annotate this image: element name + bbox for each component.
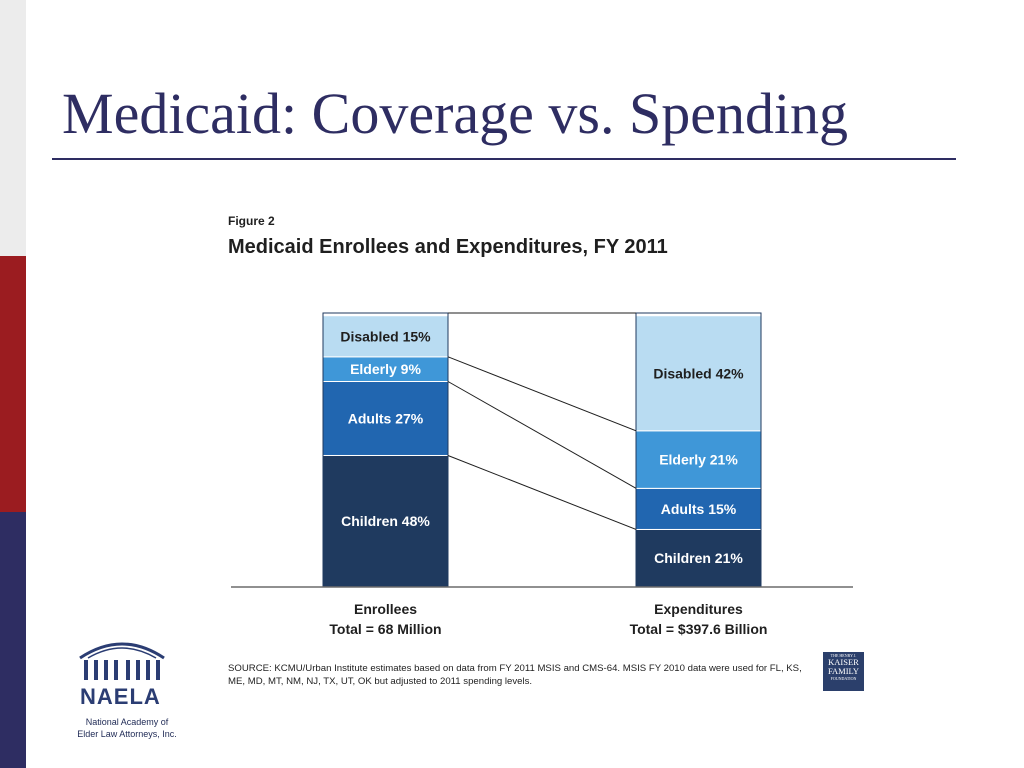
data-label-adults-expenditures: Adults 15%: [661, 501, 737, 517]
data-label-children-expenditures: Children 21%: [654, 550, 743, 566]
slide-title: Medicaid: Coverage vs. Spending: [62, 81, 849, 146]
bar-segment-children-enrollees: [322, 454, 449, 588]
kff-logo-top: THE HENRY J.: [830, 653, 857, 658]
source-note: SOURCE: KCMU/Urban Institute estimates b…: [228, 663, 802, 687]
x-total-label-enrollees: Total = 68 Million: [329, 621, 441, 637]
connector-line-1: [447, 455, 637, 530]
data-label-disabled-enrollees: Disabled 15%: [340, 328, 431, 344]
naela-tagline-1: National Academy of: [85, 717, 169, 727]
data-label-children-enrollees: Children 48%: [341, 513, 430, 529]
data-label-adults-enrollees: Adults 27%: [348, 410, 424, 426]
kff-logo-bottom: FOUNDATION: [830, 676, 857, 681]
x-tick-label-enrollees: Enrollees: [354, 601, 417, 617]
bar-segment-disabled-enrollees: [322, 315, 449, 358]
bar-segment-disabled-expenditures: [635, 315, 762, 432]
data-label-disabled-expenditures: Disabled 42%: [653, 365, 744, 381]
kff-logo-line2: FAMILY: [827, 666, 860, 676]
kff-logo: THE HENRY J. KAISER FAMILY FOUNDATION: [823, 652, 864, 691]
figure-number: Figure 2: [228, 214, 275, 228]
kff-logo-line1: KAISER: [828, 657, 859, 667]
naela-name: NAELA: [80, 684, 161, 709]
figure-title: Medicaid Enrollees and Expenditures, FY …: [228, 236, 668, 258]
bar-segment-elderly-enrollees: [322, 356, 449, 382]
naela-building-icon: [79, 642, 165, 680]
data-label-elderly-enrollees: Elderly 9%: [350, 361, 421, 377]
connector-line-2: [447, 381, 637, 489]
bar-segment-adults-enrollees: [322, 381, 449, 456]
data-label-elderly-expenditures: Elderly 21%: [659, 452, 738, 468]
side-band-gray: [0, 0, 26, 256]
naela-tagline-2: Elder Law Attorneys, Inc.: [77, 729, 177, 739]
naela-tagline: National Academy of Elder Law Attorneys,…: [72, 716, 182, 740]
title-divider: [52, 158, 956, 160]
side-band-navy: [0, 512, 26, 768]
x-total-label-expenditures: Total = $397.6 Billion: [630, 621, 768, 637]
side-band-red: [0, 256, 26, 512]
x-tick-label-expenditures: Expenditures: [654, 601, 743, 617]
connector-line-3: [447, 356, 637, 432]
